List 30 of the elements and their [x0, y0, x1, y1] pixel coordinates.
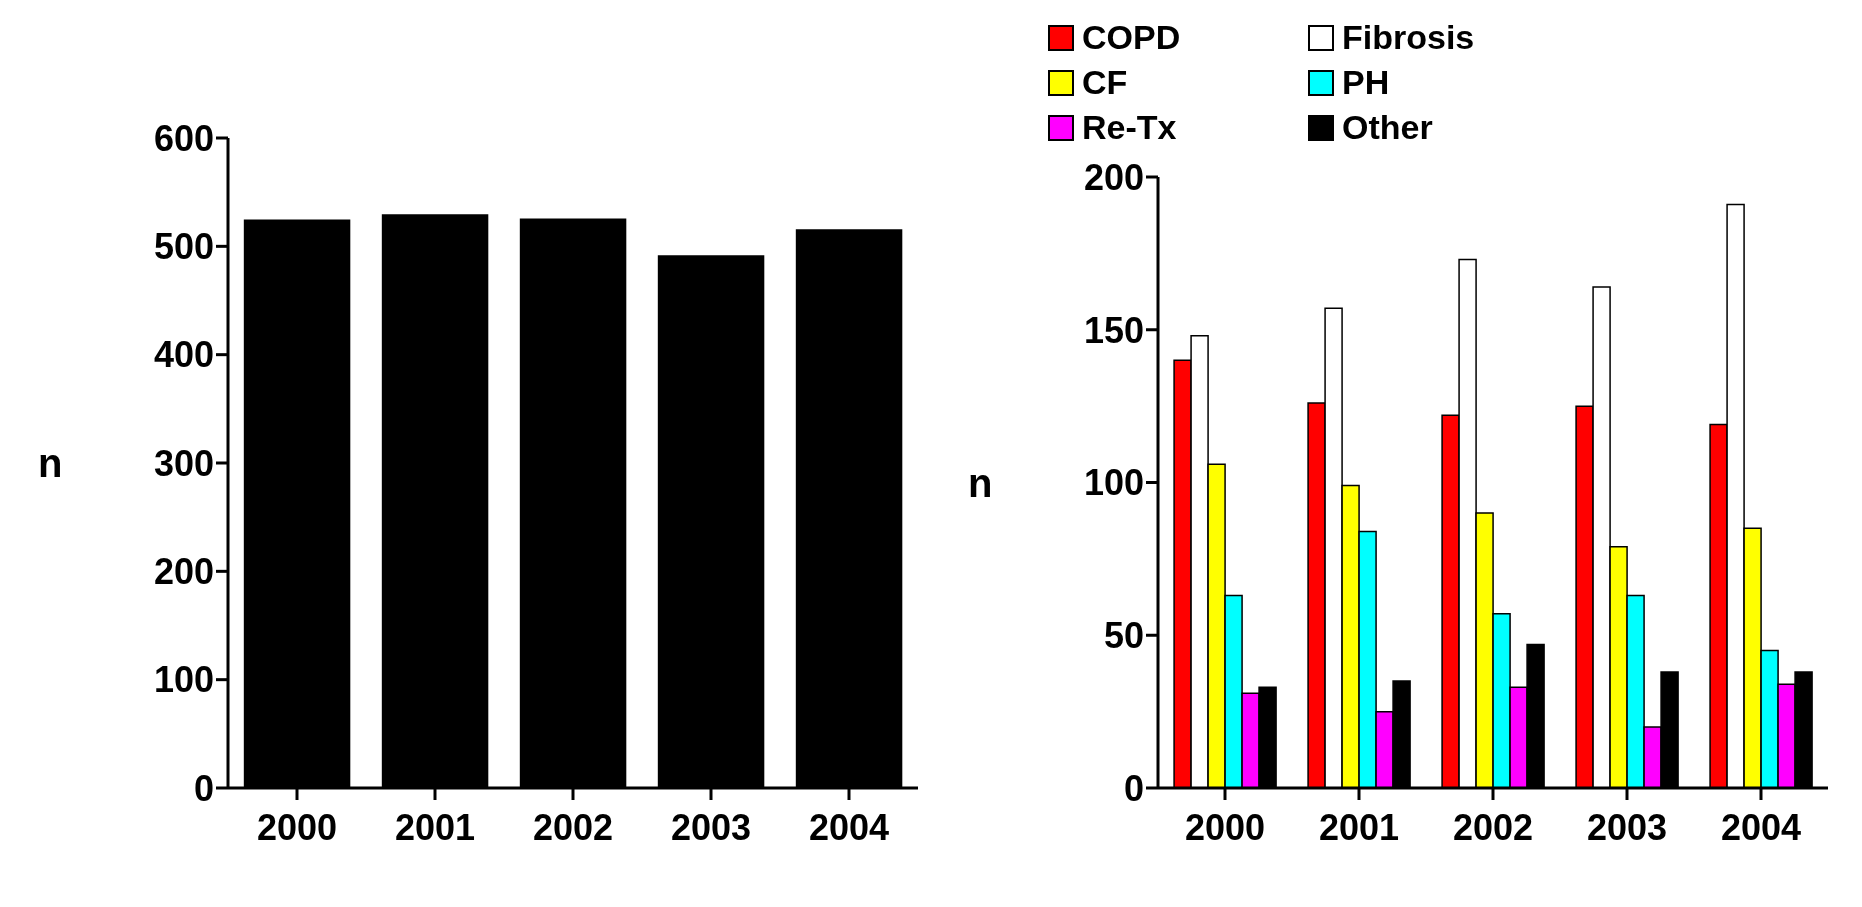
x-tick-label: 2001: [1318, 806, 1400, 848]
legend-label: Re-Tx: [1082, 108, 1177, 147]
y-tick-label: 300: [153, 442, 214, 484]
y-axis-title: n: [38, 441, 63, 486]
y-tick-label: 600: [153, 117, 214, 159]
x-tick-label: 2002: [532, 806, 614, 848]
y-tick-label: 100: [153, 659, 214, 701]
y-tick-label: 0: [1123, 767, 1144, 809]
y-tick-label: 500: [153, 226, 214, 268]
legend-label: CF: [1082, 63, 1128, 102]
x-tick-label: 2004: [1720, 806, 1802, 848]
legend-label: Fibrosis: [1342, 18, 1475, 57]
x-tick-label: 2002: [1452, 806, 1534, 848]
y-tick-label: 200: [153, 551, 214, 593]
x-tick-label: 2000: [256, 806, 338, 848]
x-tick-label: 2003: [670, 806, 752, 848]
legend-label: Other: [1342, 108, 1433, 147]
y-tick-label: 0: [193, 767, 214, 809]
y-tick-label: 200: [1083, 156, 1144, 198]
x-tick-label: 2004: [808, 806, 890, 848]
y-tick-label: 50: [1103, 615, 1144, 657]
x-tick-label: 2000: [1184, 806, 1266, 848]
x-tick-label: 2001: [394, 806, 476, 848]
y-tick-label: 150: [1083, 309, 1144, 351]
legend-label: COPD: [1082, 18, 1181, 57]
y-tick-label: 400: [153, 334, 214, 376]
y-axis-title: n: [968, 460, 993, 505]
legend-label: PH: [1342, 63, 1390, 102]
x-tick-label: 2003: [1586, 806, 1668, 848]
y-tick-label: 100: [1083, 462, 1144, 504]
